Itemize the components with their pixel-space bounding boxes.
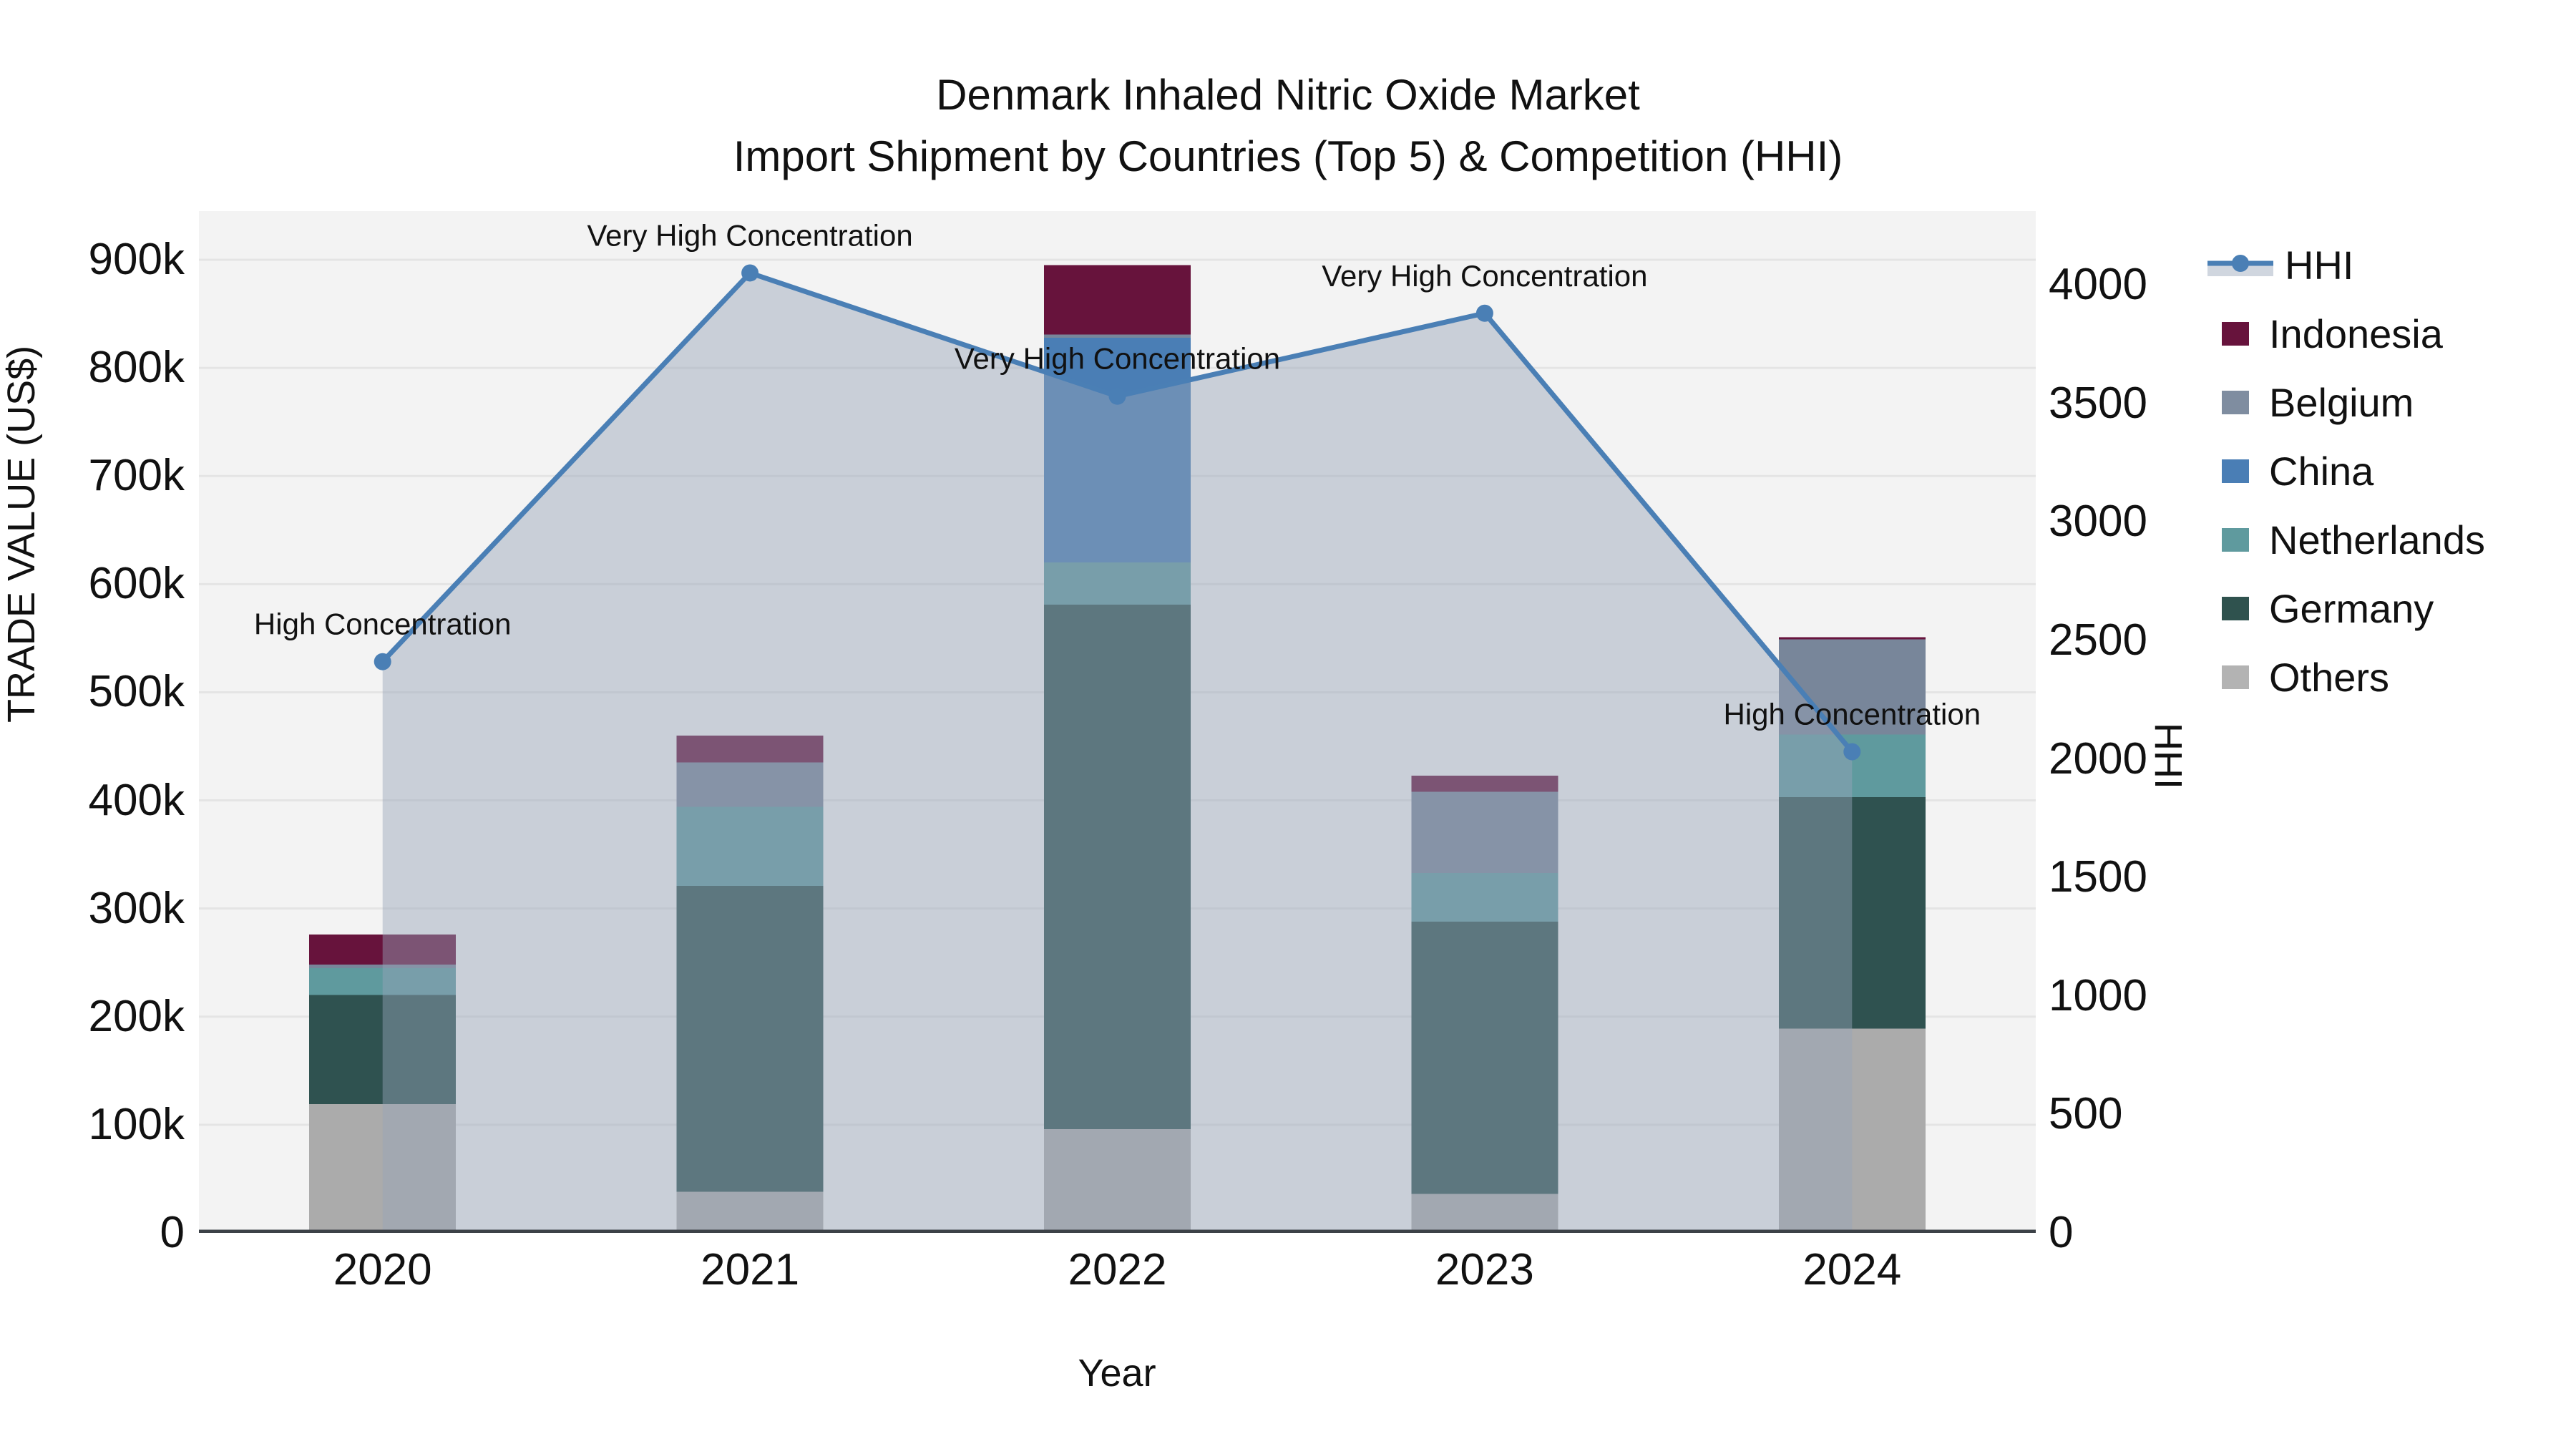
annotation-2024: High Concentration: [1724, 698, 1981, 731]
y-axis-title-right: HHI: [2147, 723, 2190, 789]
legend-label: HHI: [2285, 242, 2354, 288]
y-right-tick-4000: 4000: [2049, 260, 2147, 310]
y-left-tick-100k: 100k: [88, 1099, 185, 1149]
x-tick-2022: 2022: [1068, 1245, 1167, 1294]
y-right-tick-1000: 1000: [2049, 970, 2147, 1020]
bar-segment-indonesia-2021[interactable]: [676, 735, 824, 763]
y-left-tick-700k: 700k: [88, 451, 185, 501]
bar-segment-germany-2024[interactable]: [1778, 797, 1926, 1029]
legend-swatch-belgium: [2222, 390, 2249, 414]
x-tick-2023: 2023: [1435, 1245, 1534, 1294]
y-left-tick-600k: 600k: [88, 559, 185, 609]
bar-segment-germany-2023[interactable]: [1411, 921, 1558, 1194]
legend-swatch-china: [2222, 459, 2249, 483]
y-left-tick-900k: 900k: [88, 235, 185, 284]
annotation-2020: High Concentration: [254, 608, 512, 641]
bar-segment-belgium-2022[interactable]: [1044, 334, 1191, 338]
annotation-2023: Very High Concentration: [1322, 259, 1647, 293]
legend-label: Germany: [2269, 585, 2434, 631]
bar-segment-others-2021[interactable]: [676, 1191, 824, 1233]
bar-segment-netherlands-2022[interactable]: [1044, 562, 1191, 605]
bar-segment-indonesia-2024[interactable]: [1778, 637, 1926, 640]
legend: HHI Indonesia Belgium China Netherlands Germa…: [2207, 230, 2485, 711]
bar-segment-netherlands-2023[interactable]: [1411, 872, 1558, 922]
y-right-tick-3000: 3000: [2049, 497, 2147, 547]
hhi-point-2020[interactable]: [374, 653, 391, 670]
y-right-tick-2500: 2500: [2049, 615, 2147, 665]
y-right-tick-1500: 1500: [2049, 852, 2147, 902]
y-right-tick-500: 500: [2049, 1089, 2123, 1139]
annotation-2021: Very High Concentration: [587, 218, 912, 252]
y-left-tick-200k: 200k: [88, 991, 185, 1041]
legend-item-china[interactable]: China: [2222, 436, 2485, 505]
chart-title-line2: Import Shipment by Countries (Top 5) & C…: [733, 132, 1843, 180]
legend-item-hhi[interactable]: HHI: [2207, 230, 2485, 299]
bar-segment-belgium-2020[interactable]: [309, 965, 457, 968]
legend-swatch-indonesia: [2222, 321, 2249, 346]
y-right-tick-3500: 3500: [2049, 378, 2147, 428]
y-axis-title-left: TRADE VALUE (US$): [0, 345, 43, 723]
legend-label: Indonesia: [2269, 311, 2443, 356]
y-right-tick-2000: 2000: [2049, 733, 2147, 784]
x-tick-2020: 2020: [333, 1245, 432, 1294]
legend-label: China: [2269, 448, 2374, 494]
legend-swatch-germany: [2222, 596, 2249, 620]
y-left-tick-400k: 400k: [88, 775, 185, 825]
legend-swatch-others: [2222, 665, 2249, 689]
bar-segment-germany-2020[interactable]: [309, 995, 457, 1105]
legend-label: Belgium: [2269, 379, 2414, 425]
y-right-tick-0: 0: [2049, 1208, 2074, 1257]
bar-segment-germany-2022[interactable]: [1044, 605, 1191, 1129]
x-tick-2021: 2021: [701, 1245, 800, 1294]
hhi-point-2021[interactable]: [741, 264, 759, 282]
bar-segment-netherlands-2020[interactable]: [309, 967, 457, 995]
hhi-line-icon: [2206, 249, 2275, 280]
y-left-tick-0: 0: [160, 1208, 185, 1257]
legend-item-others[interactable]: Others: [2222, 643, 2485, 711]
bar-segment-belgium-2023[interactable]: [1411, 791, 1558, 873]
legend-swatch-netherlands: [2222, 527, 2249, 552]
legend-item-germany[interactable]: Germany: [2222, 574, 2485, 643]
chart-title-line1: Denmark Inhaled Nitric Oxide Market: [936, 71, 1640, 119]
chart-title: Denmark Inhaled Nitric Oxide Market Impo…: [0, 70, 2576, 182]
hhi-point-2023[interactable]: [1475, 304, 1493, 322]
bar-segment-others-2020[interactable]: [309, 1104, 457, 1233]
x-axis-title: Year: [1078, 1352, 1156, 1395]
bar-segment-others-2022[interactable]: [1044, 1128, 1191, 1233]
bar-segment-belgium-2021[interactable]: [676, 762, 824, 807]
legend-item-netherlands[interactable]: Netherlands: [2222, 505, 2485, 574]
bar-segment-indonesia-2023[interactable]: [1411, 775, 1558, 792]
hhi-point-2022[interactable]: [1108, 387, 1126, 405]
bar-segment-indonesia-2022[interactable]: [1044, 265, 1191, 335]
annotation-2022: Very High Concentration: [955, 342, 1280, 376]
legend-label: Others: [2269, 654, 2390, 700]
y-left-tick-800k: 800k: [88, 343, 185, 393]
bar-segment-others-2024[interactable]: [1778, 1028, 1926, 1233]
bar-segment-indonesia-2020[interactable]: [309, 934, 457, 965]
hhi-point-2024[interactable]: [1843, 743, 1861, 761]
y-left-tick-300k: 300k: [88, 883, 185, 933]
bar-segment-others-2023[interactable]: [1411, 1194, 1558, 1233]
x-tick-2024: 2024: [1802, 1245, 1902, 1294]
hhi-area-fill: [382, 273, 1853, 1233]
plot-area: High Concentration Very High Concentratio…: [199, 211, 2036, 1233]
legend-item-belgium[interactable]: Belgium: [2222, 368, 2485, 436]
bar-segment-germany-2021[interactable]: [676, 885, 824, 1192]
legend-item-indonesia[interactable]: Indonesia: [2222, 299, 2485, 368]
legend-label: Netherlands: [2269, 517, 2485, 562]
bar-segment-china-2022[interactable]: [1044, 337, 1191, 563]
bar-segment-belgium-2024[interactable]: [1778, 639, 1926, 735]
y-left-tick-500k: 500k: [88, 667, 185, 717]
bar-segment-netherlands-2021[interactable]: [676, 806, 824, 886]
